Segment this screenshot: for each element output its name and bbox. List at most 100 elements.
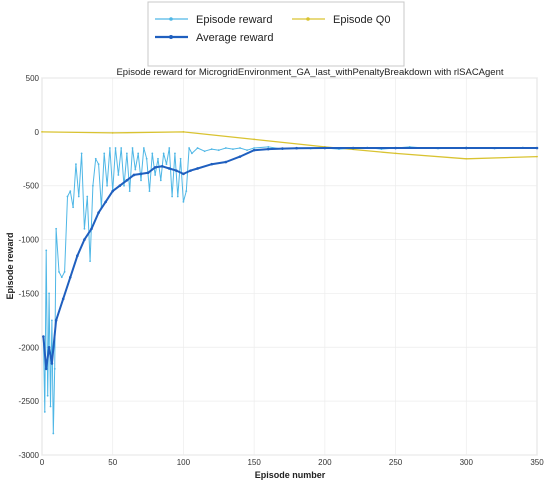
data-point-episode-reward <box>89 260 91 263</box>
data-point-episode-reward <box>140 179 142 182</box>
data-point-episode-q0 <box>465 157 468 160</box>
legend-label-episode-q0: Episode Q0 <box>333 14 390 26</box>
x-axis-label: Episode number <box>255 470 326 480</box>
legend-label-episode-reward: Episode reward <box>196 14 272 26</box>
data-point-episode-reward <box>203 150 206 153</box>
data-point-episode-reward <box>232 148 234 150</box>
data-point-episode-reward <box>159 179 162 182</box>
data-point-episode-q0 <box>394 152 397 155</box>
x-axis-ticks: 0 50 100 150 200 250 300 350 <box>40 458 544 467</box>
data-point-episode-reward <box>48 292 50 295</box>
data-point-episode-reward <box>137 152 140 155</box>
x-tick-label: 100 <box>177 458 191 467</box>
y-tick-label: -2500 <box>19 397 40 406</box>
data-point-average-reward <box>118 184 122 188</box>
data-point-episode-reward <box>92 184 94 187</box>
data-point-episode-reward <box>86 195 89 198</box>
data-point-episode-reward <box>217 149 220 152</box>
series-layer <box>41 130 539 435</box>
x-tick-label: 200 <box>318 458 332 467</box>
x-tick-label: 300 <box>460 458 474 467</box>
data-point-average-reward <box>189 169 192 172</box>
data-point-average-reward <box>323 146 327 150</box>
data-point-episode-reward <box>154 174 157 176</box>
y-tick-label: 0 <box>35 128 40 137</box>
data-point-episode-q0 <box>111 132 114 134</box>
y-axis-label: Episode reward <box>5 232 15 299</box>
data-point-episode-q0 <box>41 130 43 133</box>
data-point-episode-reward <box>120 147 123 149</box>
data-point-average-reward <box>50 362 54 365</box>
data-point-episode-reward <box>94 157 97 160</box>
data-point-average-reward <box>97 211 100 214</box>
data-point-episode-reward <box>157 157 159 160</box>
legend-marker-episode-reward <box>169 17 173 21</box>
data-point-average-reward <box>252 148 256 152</box>
data-point-average-reward <box>90 227 93 231</box>
data-point-episode-reward <box>182 200 185 203</box>
data-point-average-reward <box>464 146 468 150</box>
y-tick-label: -1500 <box>19 289 40 298</box>
data-point-average-reward <box>125 179 129 182</box>
data-point-episode-reward <box>83 227 86 230</box>
data-point-episode-reward <box>49 405 52 408</box>
y-tick-label: 500 <box>26 74 40 83</box>
data-point-episode-reward <box>131 147 134 149</box>
data-point-episode-reward <box>168 147 171 149</box>
data-point-average-reward <box>224 160 228 164</box>
data-point-episode-reward <box>114 147 117 149</box>
legend-marker-episode-q0 <box>306 17 310 21</box>
y-tick-label: -500 <box>23 182 40 191</box>
data-point-average-reward <box>54 319 58 322</box>
data-point-episode-reward <box>43 411 46 413</box>
data-point-episode-reward <box>66 195 69 198</box>
data-point-episode-reward <box>97 163 100 166</box>
data-point-average-reward <box>167 167 171 170</box>
data-point-episode-reward <box>210 148 213 150</box>
data-point-episode-reward <box>174 152 176 155</box>
data-point-episode-reward <box>60 276 63 279</box>
data-point-episode-reward <box>58 270 60 273</box>
x-tick-label: 50 <box>108 458 117 467</box>
data-point-average-reward <box>139 172 143 176</box>
data-point-average-reward <box>535 146 539 150</box>
data-point-average-reward <box>146 171 150 175</box>
x-tick-label: 0 <box>40 458 45 467</box>
data-point-average-reward <box>210 162 214 166</box>
plot-area <box>41 77 538 456</box>
x-tick-label: 350 <box>530 458 544 467</box>
data-point-episode-reward <box>171 195 174 198</box>
data-point-average-reward <box>44 367 48 371</box>
data-point-episode-reward <box>128 190 131 193</box>
data-point-average-reward <box>182 172 185 176</box>
data-point-episode-reward <box>191 152 193 155</box>
data-point-episode-reward <box>246 149 248 152</box>
y-tick-label: -3000 <box>19 451 40 460</box>
data-point-average-reward <box>238 155 242 158</box>
data-point-average-reward <box>160 165 164 168</box>
data-point-episode-reward <box>72 206 75 209</box>
data-point-episode-reward <box>46 394 49 397</box>
data-point-episode-reward <box>63 270 66 273</box>
legend-label-average-reward: Average reward <box>196 32 273 44</box>
data-point-episode-reward <box>148 190 151 193</box>
grid <box>41 77 538 456</box>
data-point-average-reward <box>76 254 79 258</box>
data-point-average-reward <box>175 169 178 172</box>
data-point-episode-reward <box>108 147 111 149</box>
legend-marker-average-reward <box>169 35 173 39</box>
data-point-average-reward <box>68 275 72 279</box>
data-point-average-reward <box>42 335 45 338</box>
legend-box <box>147 1 405 67</box>
data-point-episode-reward <box>53 367 56 370</box>
data-point-average-reward <box>196 167 199 170</box>
data-point-episode-reward <box>162 152 165 155</box>
data-point-episode-reward <box>55 227 58 230</box>
y-axis-ticks: 500 0 -500 -1000 -1500 -2000 -2500 -3000 <box>19 74 40 460</box>
x-tick-label: 250 <box>389 458 403 467</box>
data-point-average-reward <box>47 345 51 349</box>
data-point-episode-reward <box>51 319 53 322</box>
data-point-average-reward <box>394 146 397 150</box>
data-point-episode-q0 <box>536 155 538 158</box>
data-point-average-reward <box>111 189 115 193</box>
